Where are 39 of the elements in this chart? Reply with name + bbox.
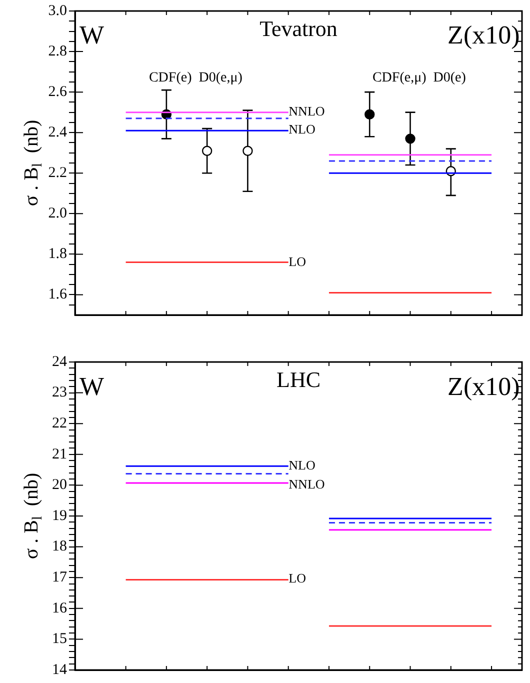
y-tick-label: 2.4: [48, 124, 68, 141]
y-axis-title: σ . Bl (nb): [20, 472, 46, 560]
y-tick-label: 23: [52, 384, 67, 401]
y-tick-label: 2.6: [48, 84, 68, 100]
y-tick-label: 19: [52, 508, 67, 524]
y-tick-label: 1.8: [48, 246, 67, 262]
annotation: NNLO: [288, 103, 325, 118]
y-tick-label: 21: [52, 446, 67, 462]
chart-title: Tevatron: [260, 16, 338, 41]
y-tick-label: 15: [52, 631, 67, 648]
annotation: LO: [288, 254, 306, 269]
point: [202, 146, 212, 156]
point: [405, 134, 416, 144]
y-tick-label: 17: [52, 570, 68, 586]
y-tick-label: 24: [52, 354, 68, 370]
y-tick-label: 2.8: [48, 43, 67, 60]
y-tick-label: 2.0: [48, 206, 67, 222]
y-tick-label: 20: [52, 477, 67, 494]
annotation: W: [79, 372, 104, 402]
annotation: Z(x10): [448, 20, 520, 50]
point: [364, 109, 375, 120]
y-tick-label: 16: [52, 600, 68, 616]
annotation: Z(x10): [448, 372, 520, 402]
chart-title: LHC: [276, 367, 320, 392]
y-tick-label: 2.2: [48, 165, 67, 182]
annotation: W: [79, 20, 104, 50]
y-tick-label: 22: [52, 416, 67, 432]
y-tick-label: 3.0: [48, 2, 67, 19]
y-tick-label: 1.6: [48, 286, 68, 303]
annotation: CDF(e,μ) D0(e): [372, 70, 466, 86]
annotation: NLO: [288, 121, 316, 136]
annotation: NNLO: [288, 476, 325, 492]
point: [242, 146, 253, 156]
y-axis-title: σ . Bl (nb): [20, 120, 46, 206]
annotation: CDF(e) D0(e,μ): [148, 70, 243, 86]
y-tick-label: 18: [52, 538, 67, 555]
annotation: NLO: [288, 458, 316, 473]
annotation: LO: [288, 570, 306, 586]
y-tick-label: 14: [52, 662, 68, 678]
